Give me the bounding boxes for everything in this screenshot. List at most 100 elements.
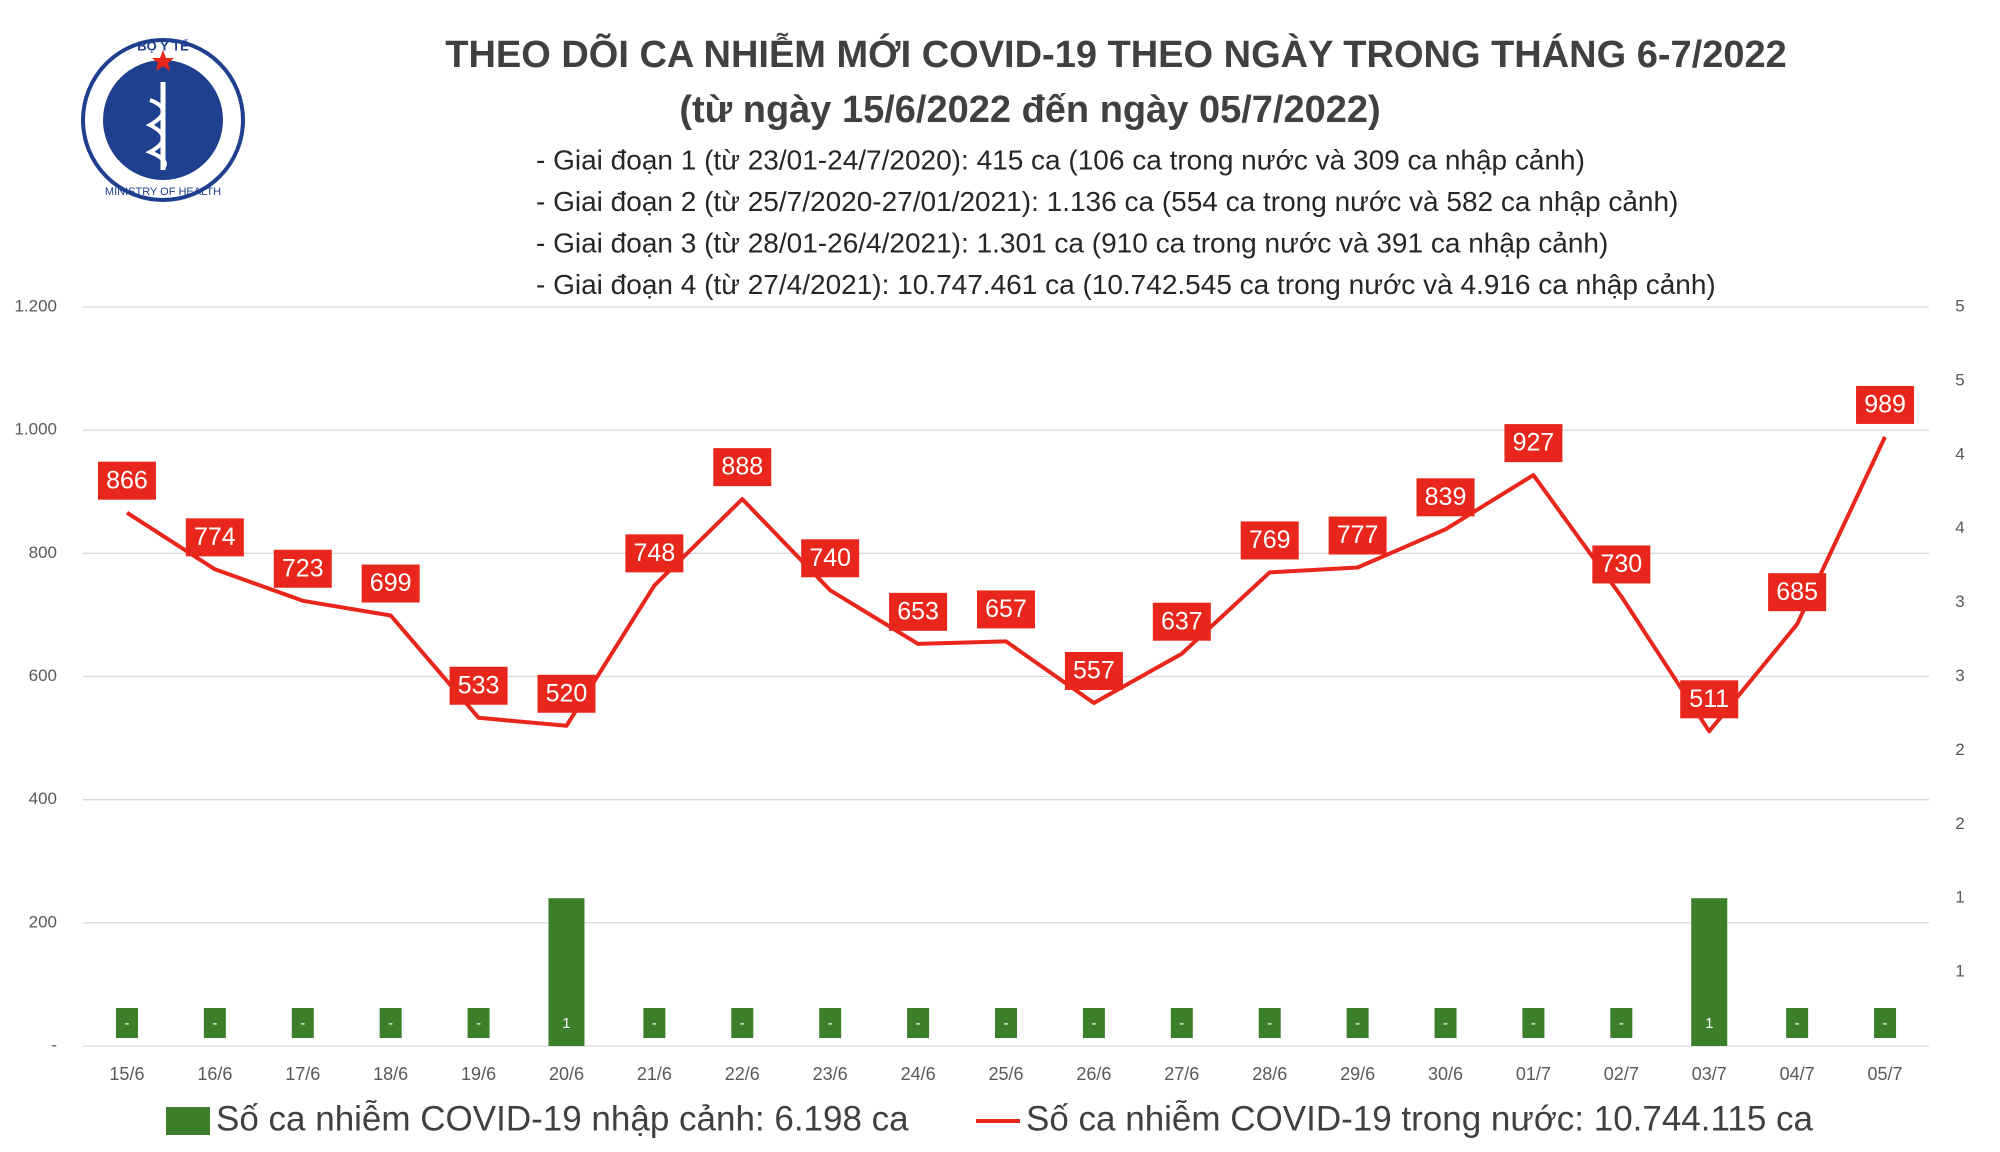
bar-label-box <box>1610 1008 1633 1038</box>
x-tick-label: 30/6 <box>1428 1064 1463 1084</box>
data-label: 657 <box>985 595 1027 623</box>
data-label-box <box>625 534 684 573</box>
x-tick-label: 18/6 <box>373 1064 408 1084</box>
data-label-box <box>1856 385 1915 424</box>
bar-label: - <box>916 1015 921 1032</box>
data-label-box <box>1768 573 1827 612</box>
bar-label: 1 <box>562 1015 570 1032</box>
data-label: 866 <box>106 466 148 494</box>
x-tick-label: 24/6 <box>901 1064 936 1084</box>
y2-tick-label: 3 <box>1955 592 1964 611</box>
data-label: 699 <box>370 569 412 597</box>
data-label-box <box>1504 424 1563 463</box>
bar-label-box <box>1346 1008 1369 1038</box>
y-tick-label: 800 <box>29 543 57 562</box>
bar-label-box <box>379 1008 402 1038</box>
bar-label: - <box>1795 1015 1800 1032</box>
x-tick-label: 17/6 <box>285 1064 320 1084</box>
bar-label-box <box>1522 1008 1545 1038</box>
y-tick-label: 200 <box>29 912 57 931</box>
y2-tick-label: 3 <box>1955 666 1964 685</box>
data-label-box <box>1152 602 1211 641</box>
logo: BỘ Y TẾ MINISTRY OF HEALTH <box>81 38 245 202</box>
bar-label: - <box>740 1015 745 1032</box>
y-tick-label: - <box>51 1035 57 1054</box>
data-label-box <box>801 539 860 578</box>
bar-label-box <box>1874 1008 1897 1038</box>
x-tick-label: 23/6 <box>813 1064 848 1084</box>
bar-label-box <box>1082 1008 1105 1038</box>
logo-snake <box>145 98 167 170</box>
data-label-box <box>889 592 948 631</box>
data-label-box <box>1328 516 1387 555</box>
y2-tick-label: 5 <box>1955 296 1964 315</box>
x-tick-label: 01/7 <box>1516 1064 1551 1084</box>
bar-label-box <box>1170 1008 1193 1038</box>
bar-label-box <box>1434 1008 1457 1038</box>
bar-label-box <box>731 1008 754 1038</box>
bar-label: - <box>1883 1015 1888 1032</box>
data-label: 557 <box>1073 657 1115 685</box>
y2-tick-label: 2 <box>1955 814 1964 833</box>
x-tick-label: 19/6 <box>461 1064 496 1084</box>
bar-label-box <box>643 1008 666 1038</box>
bar-label: - <box>828 1015 833 1032</box>
logo-star <box>152 50 174 71</box>
bar-label: - <box>300 1015 305 1032</box>
data-label-box <box>449 666 508 705</box>
y2-tick-label: 1 <box>1955 888 1964 907</box>
data-label-box <box>1680 680 1739 719</box>
data-label: 511 <box>1689 685 1729 713</box>
x-tick-label: 22/6 <box>725 1064 760 1084</box>
bar-label-box <box>995 1008 1017 1038</box>
bar-label-box <box>819 1008 842 1038</box>
bar-label: - <box>1531 1015 1536 1032</box>
x-tick-label: 28/6 <box>1252 1064 1287 1084</box>
y2-tick-label: 4 <box>1955 444 1964 463</box>
data-label-box <box>273 549 332 588</box>
y-tick-label: 1.000 <box>14 420 57 439</box>
bar-label-box <box>115 1008 138 1038</box>
data-label: 637 <box>1161 607 1203 635</box>
bar-label: - <box>388 1015 393 1032</box>
bar-label-box <box>1258 1008 1281 1038</box>
bar-label: - <box>1443 1015 1448 1032</box>
bar-label-box <box>291 1008 314 1038</box>
bar-label-box <box>203 1008 226 1038</box>
bar-label: 1 <box>1705 1015 1713 1032</box>
data-label: 839 <box>1425 483 1467 511</box>
bar-label-box <box>1698 1008 1721 1038</box>
data-label: 520 <box>546 679 588 707</box>
data-label: 774 <box>194 523 236 551</box>
note: - Giai đoạn 1 (từ 23/01-24/7/2020): 415 … <box>536 144 1585 175</box>
bar-label-box <box>907 1008 930 1038</box>
y2-tick-label: 5 <box>1955 370 1964 389</box>
x-tick-label: 02/7 <box>1604 1064 1639 1084</box>
data-label-box <box>1416 478 1475 517</box>
data-label-box <box>713 448 772 487</box>
logo-top: BỘ Y TẾ <box>137 38 189 53</box>
note: - Giai đoạn 4 (từ 27/4/2021): 10.747.461… <box>536 269 1716 300</box>
data-label: 777 <box>1337 521 1379 549</box>
bar-label-box <box>467 1008 490 1038</box>
legend-label: Số ca nhiễm COVID-19 nhập cảnh: 6.198 ca <box>216 1099 909 1138</box>
data-label-box <box>185 518 244 557</box>
data-label-box <box>361 564 420 603</box>
line <box>125 436 1887 734</box>
bar-label: - <box>1091 1015 1096 1032</box>
data-label: 653 <box>897 597 939 625</box>
bar-label-box <box>1786 1008 1809 1038</box>
data-label: 748 <box>634 539 676 567</box>
data-label: 685 <box>1776 578 1818 606</box>
data-label: 723 <box>282 554 324 582</box>
x-tick-label: 26/6 <box>1076 1064 1111 1084</box>
bar-label: - <box>1004 1015 1009 1032</box>
bar-label: - <box>124 1015 129 1032</box>
data-label-box <box>1592 545 1651 584</box>
chart-title: THEO DÕI CA NHIỄM MỚI COVID-19 THEO NGÀY… <box>445 32 1787 76</box>
data-label: 927 <box>1513 429 1555 457</box>
data-label: 888 <box>721 453 763 481</box>
x-tick-label: 29/6 <box>1340 1064 1375 1084</box>
